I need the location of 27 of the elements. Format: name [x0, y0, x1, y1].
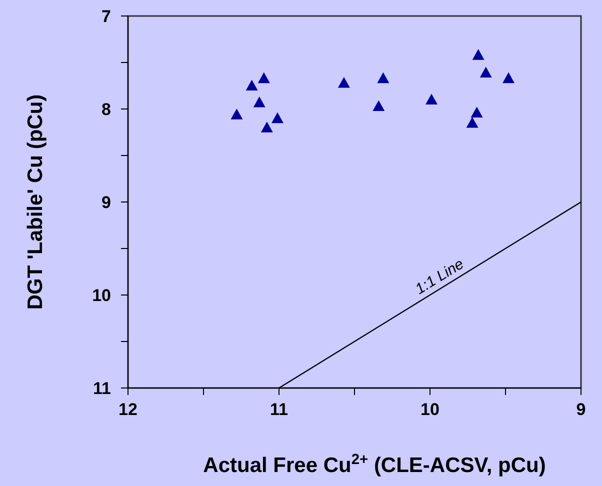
y-tick-label: 11 [93, 378, 111, 398]
y-tick-label: 10 [92, 286, 111, 305]
text: 1:1 Line [412, 256, 467, 298]
point [246, 80, 258, 91]
point [230, 108, 243, 120]
point [338, 76, 350, 88]
point [372, 100, 385, 112]
point [470, 106, 483, 118]
point [271, 112, 284, 124]
x-tick-label: 12 [118, 400, 138, 419]
y-tick-label: 9 [102, 192, 111, 212]
point [502, 72, 515, 84]
point [472, 49, 484, 60]
point [253, 96, 266, 108]
y-axis-title: DGT 'Labile' Cu (pCu) [24, 94, 47, 310]
point [466, 116, 478, 128]
y-tick-label: 8 [102, 100, 111, 119]
point [260, 122, 273, 132]
x-tick-label: 10 [420, 400, 440, 419]
x-axis-title: Actual Free Cu$^{2+}$ (CLE-ACSV, pCu) [203, 452, 546, 477]
y-tick-label: 7 [102, 6, 111, 26]
point [377, 72, 390, 84]
x-tick-label: 9 [576, 400, 586, 419]
x-tick-label: 11 [270, 400, 288, 419]
point [480, 66, 492, 78]
point [258, 72, 270, 84]
point [426, 94, 438, 104]
